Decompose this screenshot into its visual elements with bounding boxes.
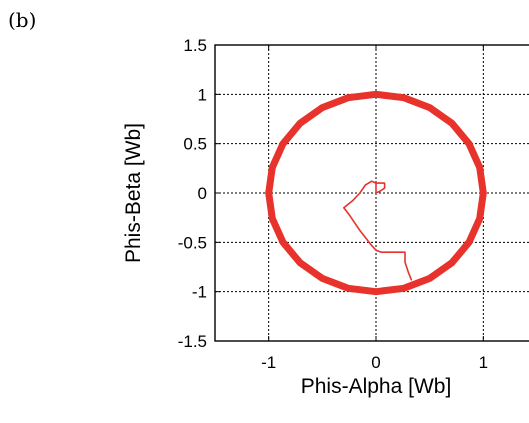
x-tick-label: 1 xyxy=(479,353,488,372)
transient-trajectory-2 xyxy=(375,182,386,194)
x-tick-label: 0 xyxy=(371,353,380,372)
y-tick-labels: 1.5 1 0.5 0 -0.5 -1 -1.5 xyxy=(178,36,207,351)
steady-state-circle-trajectory xyxy=(265,90,487,296)
y-tick-label: -1.5 xyxy=(178,332,207,351)
series-layer xyxy=(265,90,487,296)
y-tick-label: -1 xyxy=(192,283,207,302)
y-axis-label: Phis-Beta [Wb] xyxy=(122,123,145,263)
y-tick-label: 1 xyxy=(198,85,207,104)
x-axis-label: Phis-Alpha [Wb] xyxy=(301,375,452,398)
panel-label: (b) xyxy=(8,8,37,32)
y-tick-label: -0.5 xyxy=(178,233,207,252)
y-tick-label: 0.5 xyxy=(183,135,207,154)
x-tick-label: -1 xyxy=(261,353,276,372)
transient-trajectory-1 xyxy=(342,180,413,281)
x-tick-labels: -1 0 1 xyxy=(261,353,488,372)
y-tick-label: 0 xyxy=(198,184,207,203)
y-tick-label: 1.5 xyxy=(183,36,207,55)
tick-marks xyxy=(215,44,484,342)
